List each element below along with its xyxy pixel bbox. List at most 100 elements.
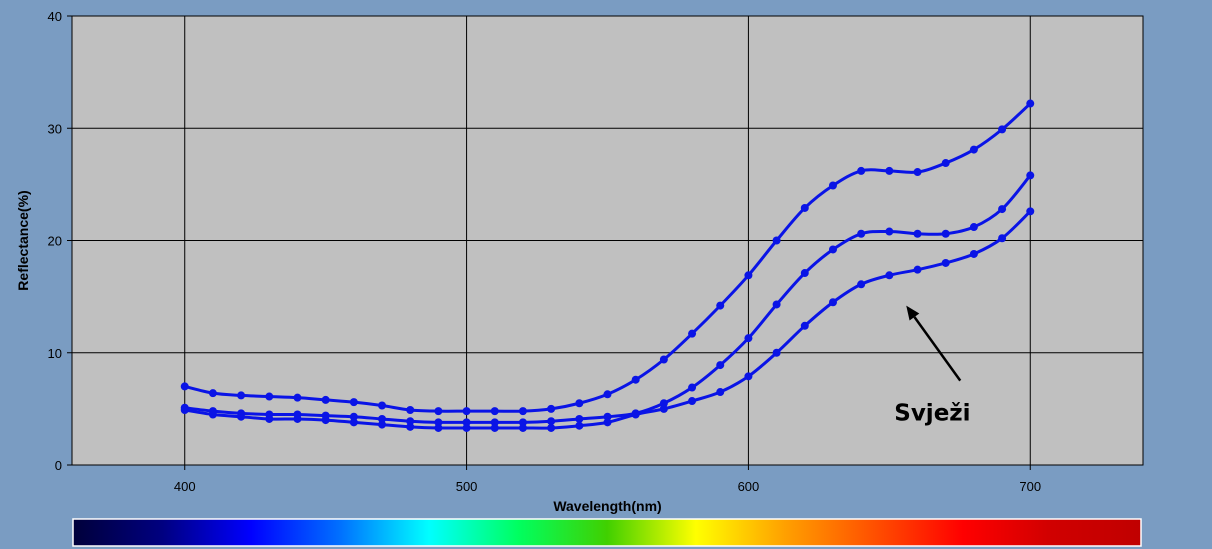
- data-point: [885, 227, 894, 236]
- data-point: [434, 418, 443, 427]
- data-point: [941, 229, 950, 238]
- data-point: [857, 280, 866, 289]
- data-point: [575, 414, 584, 423]
- data-point: [885, 271, 894, 280]
- data-point: [518, 423, 527, 432]
- data-point: [688, 329, 697, 338]
- x-tick-label: 400: [174, 479, 196, 494]
- data-point: [349, 418, 358, 427]
- data-point: [772, 348, 781, 357]
- data-point: [913, 265, 922, 274]
- data-point: [857, 166, 866, 175]
- data-point: [575, 421, 584, 430]
- data-point: [378, 420, 387, 429]
- data-point: [969, 249, 978, 258]
- x-tick-label: 600: [738, 479, 760, 494]
- data-point: [378, 414, 387, 423]
- y-tick-label: 20: [48, 234, 62, 249]
- data-point: [941, 258, 950, 267]
- data-point: [998, 234, 1007, 243]
- annotation-arrow-line: [913, 316, 962, 382]
- x-axis-label: Wavelength(nm): [553, 498, 661, 514]
- data-point: [547, 404, 556, 413]
- data-point: [237, 391, 246, 400]
- data-point: [688, 397, 697, 406]
- data-point: [744, 271, 753, 280]
- data-point: [800, 269, 809, 278]
- data-point: [208, 389, 217, 398]
- annotation-arrow-head: [906, 305, 920, 321]
- data-point: [998, 125, 1007, 134]
- axis-ticks: 400 500 600 700 0 10 20 30 40: [48, 9, 1042, 494]
- data-point: [406, 417, 415, 426]
- data-point: [1026, 171, 1035, 180]
- data-point: [462, 423, 471, 432]
- data-point: [828, 298, 837, 307]
- data-point: [518, 418, 527, 427]
- data-point: [462, 418, 471, 427]
- data-point: [631, 410, 640, 419]
- data-point: [772, 300, 781, 309]
- y-tick-label: 10: [48, 346, 62, 361]
- data-point: [631, 375, 640, 384]
- data-point: [1026, 207, 1035, 216]
- data-point: [462, 407, 471, 416]
- data-point: [603, 418, 612, 427]
- data-point: [434, 423, 443, 432]
- data-series: [180, 99, 1035, 432]
- data-point: [688, 383, 697, 392]
- annotation-label: Svježi: [894, 401, 970, 427]
- x-tick-label: 700: [1019, 479, 1041, 494]
- data-point: [321, 416, 330, 425]
- data-point: [1026, 99, 1035, 108]
- data-point: [265, 392, 274, 401]
- data-point: [772, 236, 781, 245]
- data-point: [321, 395, 330, 404]
- y-tick-label: 30: [48, 121, 62, 136]
- data-point: [406, 422, 415, 431]
- data-point: [913, 168, 922, 177]
- y-tick-label: 0: [55, 458, 62, 473]
- x-tick-label: 500: [456, 479, 478, 494]
- data-point: [180, 382, 189, 391]
- data-point: [969, 145, 978, 154]
- data-point: [800, 321, 809, 330]
- data-point: [490, 423, 499, 432]
- data-point: [208, 410, 217, 419]
- data-point: [490, 407, 499, 416]
- data-point: [716, 361, 725, 370]
- data-point: [293, 414, 302, 423]
- data-point: [716, 388, 725, 397]
- data-point: [518, 407, 527, 416]
- data-point: [603, 390, 612, 399]
- data-point: [969, 223, 978, 232]
- data-point: [659, 399, 668, 408]
- data-point: [998, 205, 1007, 214]
- data-point: [744, 334, 753, 343]
- data-point: [659, 404, 668, 413]
- data-point: [913, 229, 922, 238]
- data-point: [180, 405, 189, 414]
- data-point: [857, 229, 866, 238]
- data-point: [603, 412, 612, 421]
- data-point: [406, 405, 415, 414]
- data-point: [265, 414, 274, 423]
- grid-lines: [67, 15, 1143, 470]
- data-point: [349, 398, 358, 407]
- data-point: [828, 181, 837, 190]
- data-point: [885, 166, 894, 175]
- data-point: [490, 418, 499, 427]
- data-point: [547, 417, 556, 426]
- data-point: [828, 245, 837, 254]
- y-axis-label: Reflectance(%): [15, 190, 31, 290]
- annotation: Svježi: [894, 305, 971, 427]
- data-point: [237, 412, 246, 421]
- y-tick-label: 40: [48, 9, 62, 24]
- data-point: [547, 423, 556, 432]
- data-point: [659, 355, 668, 364]
- data-point: [434, 407, 443, 416]
- data-point: [293, 393, 302, 402]
- data-point: [800, 203, 809, 212]
- data-point: [378, 401, 387, 410]
